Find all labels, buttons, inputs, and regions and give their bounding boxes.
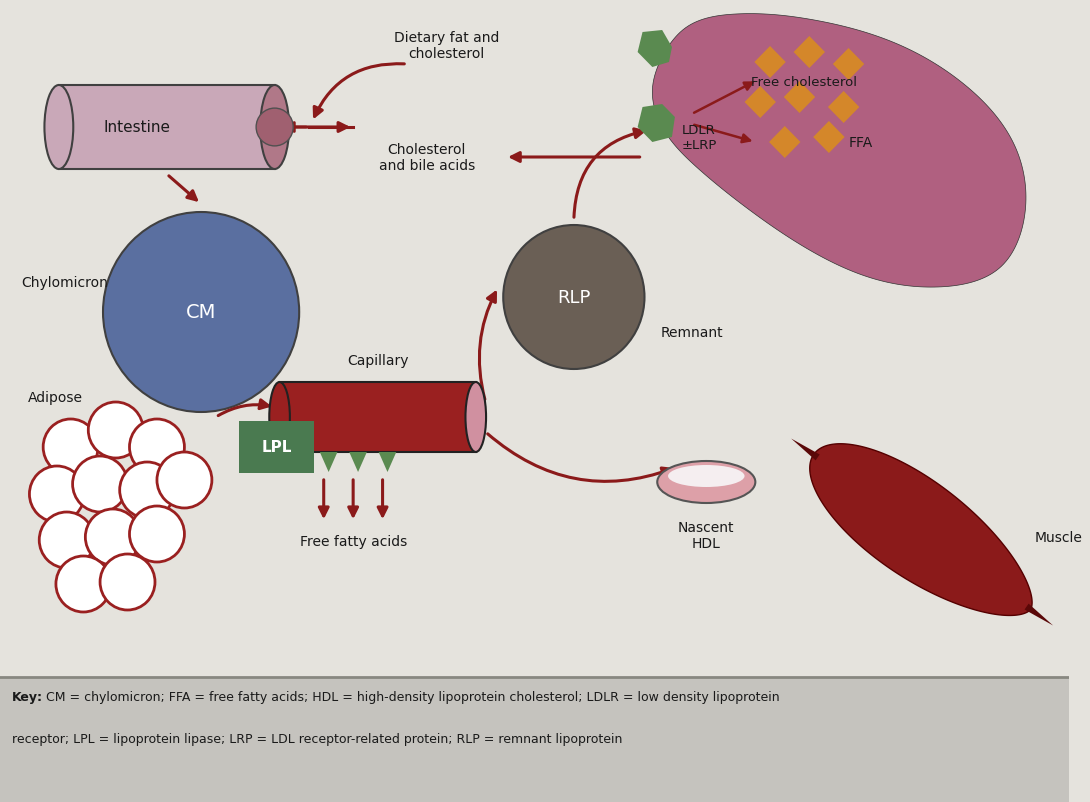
Polygon shape: [378, 452, 397, 472]
Polygon shape: [744, 87, 776, 119]
Circle shape: [56, 557, 111, 612]
Polygon shape: [652, 14, 1026, 288]
Circle shape: [29, 467, 84, 522]
Text: Key:: Key:: [12, 691, 43, 703]
Polygon shape: [638, 105, 675, 143]
Circle shape: [73, 456, 128, 512]
Text: Muscle: Muscle: [1034, 530, 1082, 545]
Text: receptor; LPL = lipoprotein lipase; LRP = LDL receptor-related protein; RLP = re: receptor; LPL = lipoprotein lipase; LRP …: [12, 732, 622, 745]
Ellipse shape: [45, 86, 73, 170]
Text: LDLR
±LRP: LDLR ±LRP: [681, 124, 717, 152]
Polygon shape: [349, 452, 367, 472]
Ellipse shape: [465, 383, 486, 452]
Text: FFA: FFA: [848, 136, 873, 150]
Circle shape: [102, 213, 299, 412]
Polygon shape: [813, 122, 845, 154]
Ellipse shape: [668, 465, 744, 488]
Text: Free cholesterol: Free cholesterol: [751, 76, 858, 89]
Circle shape: [157, 452, 211, 508]
Circle shape: [504, 225, 644, 370]
Polygon shape: [319, 452, 338, 472]
FancyBboxPatch shape: [240, 422, 314, 473]
Circle shape: [85, 509, 141, 565]
Circle shape: [44, 419, 98, 476]
Text: LPL: LPL: [262, 440, 292, 455]
Bar: [279, 383, 475, 452]
Polygon shape: [784, 82, 815, 114]
Polygon shape: [828, 92, 859, 124]
Bar: [0, 677, 1069, 802]
Text: Chylomicron: Chylomicron: [22, 276, 109, 290]
Text: Intestine: Intestine: [104, 120, 171, 136]
Circle shape: [120, 463, 174, 518]
Circle shape: [100, 554, 155, 610]
Circle shape: [88, 403, 143, 459]
Text: Remnant: Remnant: [661, 326, 723, 339]
Text: CM = chylomicron; FFA = free fatty acids; HDL = high-density lipoprotein cholest: CM = chylomicron; FFA = free fatty acids…: [46, 691, 779, 703]
Text: RLP: RLP: [557, 289, 591, 306]
Circle shape: [256, 109, 293, 147]
Polygon shape: [638, 31, 671, 68]
Polygon shape: [794, 37, 825, 69]
Text: Nascent
HDL: Nascent HDL: [678, 520, 735, 550]
Text: CM: CM: [186, 303, 216, 322]
Ellipse shape: [261, 86, 289, 170]
Circle shape: [130, 419, 184, 476]
Polygon shape: [754, 47, 786, 79]
Text: Capillary: Capillary: [347, 354, 409, 367]
Text: Cholesterol
and bile acids: Cholesterol and bile acids: [378, 143, 475, 173]
Text: Dietary fat and
cholesterol: Dietary fat and cholesterol: [393, 31, 499, 61]
Circle shape: [130, 506, 184, 562]
Polygon shape: [1025, 604, 1053, 626]
Ellipse shape: [269, 383, 290, 452]
Bar: [59, 86, 275, 170]
Polygon shape: [810, 444, 1032, 616]
Ellipse shape: [657, 461, 755, 504]
Polygon shape: [833, 49, 864, 81]
Polygon shape: [770, 127, 800, 159]
Polygon shape: [791, 439, 820, 461]
Text: Free fatty acids: Free fatty acids: [300, 534, 407, 549]
Text: Adipose: Adipose: [27, 391, 83, 404]
Circle shape: [39, 512, 94, 569]
